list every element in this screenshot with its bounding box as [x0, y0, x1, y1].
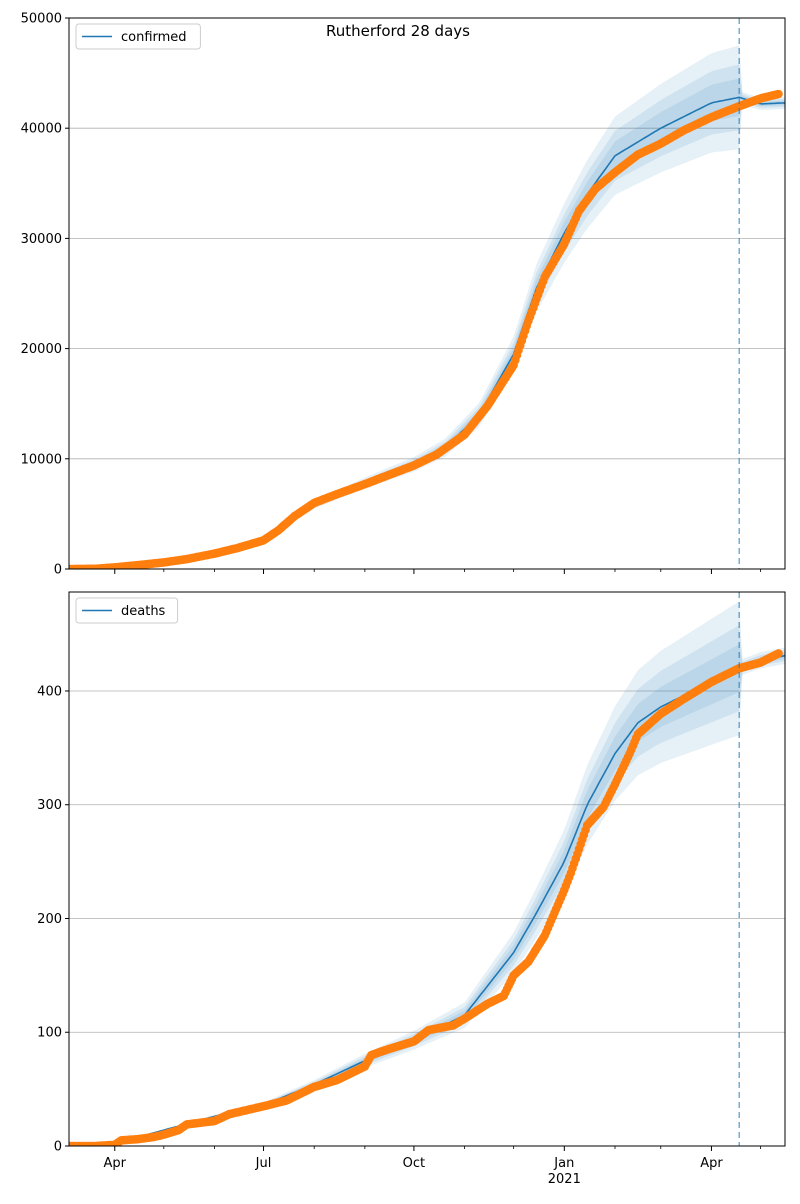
figure-title: Rutherford 28 days — [326, 22, 470, 40]
legend: confirmed — [75, 23, 201, 50]
y-tick-label: 300 — [37, 798, 62, 813]
y-tick-label: 30000 — [21, 232, 62, 247]
observed-point — [774, 649, 783, 658]
legend: deaths — [75, 597, 179, 624]
plot-area — [69, 45, 785, 569]
observed-point — [774, 89, 783, 99]
y-tick-label: 10000 — [21, 452, 62, 467]
legend-box — [75, 597, 179, 624]
y-tick-label: 200 — [37, 912, 62, 927]
axes-frame — [68, 17, 786, 570]
y-tick-label: 20000 — [21, 342, 62, 357]
legend-box — [75, 23, 201, 50]
y-tick-label: 100 — [37, 1026, 62, 1041]
plot-area — [69, 601, 785, 1146]
legend-label: confirmed — [121, 30, 187, 45]
y-tick-label: 400 — [37, 684, 62, 699]
y-tick-label: 40000 — [21, 122, 62, 137]
y-tick-label: 50000 — [21, 12, 62, 27]
y-tick-label: 0 — [54, 563, 62, 578]
credible-band — [69, 625, 785, 1146]
x-tick-label: Jan — [553, 1156, 574, 1171]
x-tick-sublabel: 2021 — [548, 1172, 581, 1187]
credible-band — [69, 64, 785, 569]
legend-label: deaths — [121, 604, 166, 619]
credible-band — [69, 601, 785, 1146]
x-tick-label: Apr — [700, 1156, 723, 1171]
x-tick-label: Oct — [403, 1156, 425, 1171]
y-tick-label: 0 — [54, 1140, 62, 1155]
confirmed-panel: 0 10000 20000 30000 40000 50000 confirmed — [21, 12, 786, 578]
axes-frame — [68, 591, 786, 1147]
x-tick-label: Jul — [255, 1156, 272, 1171]
x-tick-label: Apr — [104, 1156, 127, 1171]
